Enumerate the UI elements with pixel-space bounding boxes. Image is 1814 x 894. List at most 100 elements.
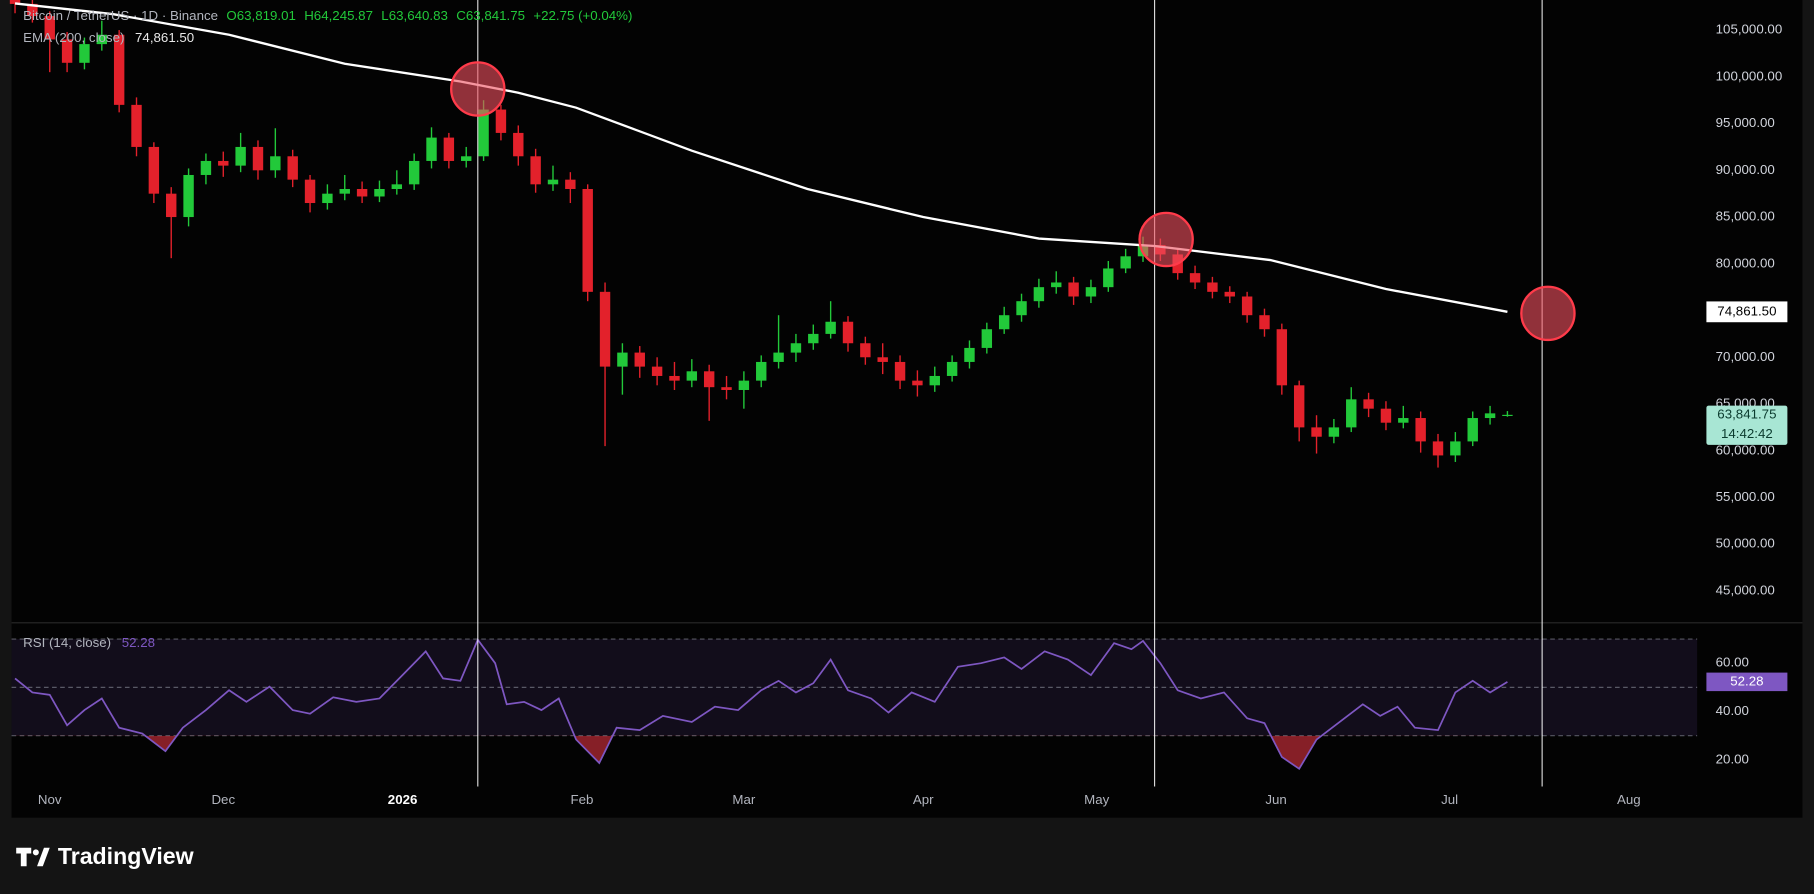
- highlight-circle: [1138, 211, 1194, 268]
- candle-body: [304, 179, 316, 204]
- candle-body: [582, 189, 593, 292]
- candle-body: [1380, 408, 1392, 423]
- candle-body: [946, 361, 958, 376]
- candle-body: [1450, 441, 1461, 456]
- candle-body: [981, 329, 993, 348]
- candle-body: [200, 160, 212, 175]
- y-tick-label: 70,000.00: [1716, 349, 1775, 364]
- y-tick-label: 45,000.00: [1716, 582, 1775, 597]
- candle-body: [790, 343, 802, 353]
- candle-body: [860, 343, 871, 358]
- logo-dot: [32, 849, 39, 856]
- countdown-label: 14:42:42: [1721, 426, 1773, 441]
- candle-body: [252, 146, 264, 171]
- brand-logo: TradingView: [16, 843, 195, 869]
- candle-body: [1189, 273, 1201, 283]
- candle-body: [964, 347, 975, 362]
- y-tick-label: 100,000.00: [1716, 68, 1783, 83]
- candle-body: [1398, 418, 1409, 423]
- candle-body: [356, 189, 368, 197]
- candle-body: [1346, 399, 1357, 428]
- rsi-value-label: 52.28: [1730, 673, 1763, 688]
- candle-body: [1120, 256, 1131, 269]
- candle-body: [929, 375, 940, 386]
- candle-body: [1103, 268, 1114, 288]
- x-tick-label: Apr: [913, 792, 934, 807]
- x-tick-label: 2026: [388, 792, 418, 807]
- candle-body: [634, 352, 645, 367]
- last-price-box: [1706, 405, 1788, 445]
- candle-body: [461, 156, 472, 161]
- candle-body: [721, 387, 732, 390]
- x-tick-label: May: [1084, 792, 1109, 807]
- candle-body: [1241, 296, 1253, 316]
- candle-body: [1328, 427, 1340, 437]
- ema-legend: EMA (200, close) 74,861.50: [23, 30, 194, 45]
- candle-body: [599, 291, 611, 367]
- candle-body: [1224, 291, 1235, 297]
- candle-body: [669, 375, 680, 381]
- candle-body: [1259, 315, 1270, 330]
- candle-body: [374, 189, 385, 197]
- candle-body: [61, 39, 73, 63]
- candle-body: [651, 366, 663, 376]
- candle-body: [738, 380, 750, 390]
- candle-body: [1207, 282, 1218, 292]
- x-tick-label: Feb: [570, 792, 593, 807]
- rsi-legend: RSI (14, close) 52.28: [23, 635, 155, 650]
- candle-body: [530, 156, 541, 185]
- x-tick-label: Jul: [1441, 792, 1458, 807]
- candle-body: [44, 16, 55, 40]
- candle-body: [617, 352, 628, 367]
- y-tick-label: 105,000.00: [1716, 22, 1783, 37]
- candle-body: [235, 146, 246, 166]
- candle-body: [9, 0, 21, 4]
- candle-body: [270, 156, 281, 171]
- candle-body: [218, 160, 229, 166]
- candle-body: [79, 44, 90, 63]
- highlight-circle: [450, 61, 506, 117]
- candle-body: [1016, 301, 1027, 316]
- candle-body: [1484, 413, 1496, 419]
- rsi-name: RSI (14, close): [23, 635, 111, 650]
- candle-body: [166, 193, 177, 218]
- candle-body: [322, 193, 333, 204]
- ema-line: [14, 2, 1508, 313]
- rsi-tick-label: 20.00: [1716, 751, 1749, 766]
- y-tick-label: 60,000.00: [1716, 442, 1775, 457]
- ema-price-box: [1706, 301, 1788, 323]
- candle-body: [391, 184, 403, 190]
- candle-body: [547, 179, 559, 185]
- ema-value: 74,861.50: [135, 30, 194, 45]
- candle-body: [27, 3, 38, 17]
- rsi-value: 52.28: [122, 635, 155, 650]
- logo-mark: [16, 847, 32, 867]
- rsi-tick-label: 60.00: [1716, 655, 1749, 670]
- candle-body: [1311, 427, 1322, 437]
- candle-body: [1033, 287, 1045, 302]
- candle-body: [842, 321, 854, 344]
- x-tick-label: Nov: [38, 792, 62, 807]
- highlight-circle: [1520, 285, 1576, 342]
- ema-name: EMA (200, close): [23, 30, 124, 45]
- x-tick-label: Mar: [732, 792, 755, 807]
- candle-body: [825, 321, 836, 334]
- chart-area: [11, 0, 1803, 818]
- symbol-legend: Bitcoin / TetherUS · 1D · Binance O63,81…: [23, 8, 632, 23]
- candle-body: [339, 189, 350, 194]
- candle-body: [1363, 399, 1374, 409]
- x-tick-label: Jun: [1265, 792, 1286, 807]
- candle-body: [912, 380, 923, 386]
- change-value: +22.75 (+0.04%): [533, 8, 632, 23]
- candle-body: [1502, 414, 1513, 416]
- candle-body: [703, 371, 715, 388]
- candle-body: [1085, 287, 1097, 297]
- candle-body: [565, 179, 576, 190]
- candle-body: [287, 156, 298, 180]
- candle-body: [113, 34, 125, 105]
- rsi-tick-label: 40.00: [1716, 703, 1749, 718]
- candle-body: [495, 109, 507, 133]
- candle-body: [1068, 282, 1079, 297]
